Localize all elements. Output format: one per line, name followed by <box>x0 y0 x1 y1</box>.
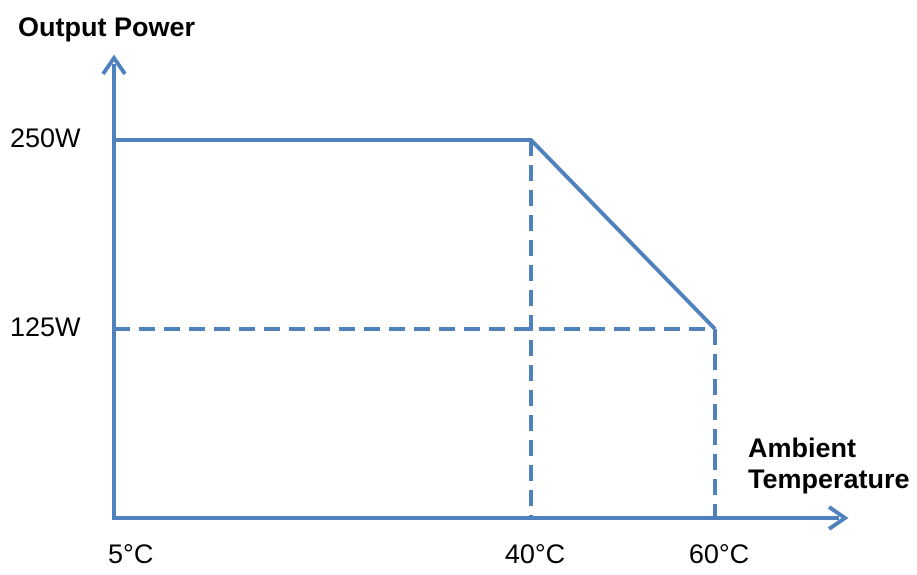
x-tick-label: 5°C <box>108 539 154 569</box>
y-tick-label: 125W <box>10 311 81 342</box>
x-axis-title: Ambient Temperature <box>748 433 910 495</box>
y-tick-label: 250W <box>10 122 81 153</box>
x-axis-title-line-2: Temperature <box>748 464 910 495</box>
x-axis-arrow-icon <box>827 505 849 531</box>
y-axis-title: Output Power <box>18 12 195 42</box>
derating-curve-line <box>114 138 717 331</box>
x-tick-label: 40°C <box>504 539 566 569</box>
y-axis-arrow-icon <box>101 54 127 76</box>
x-axis-title-line-1: Ambient <box>748 433 856 463</box>
x-tick-label: 60°C <box>688 539 750 569</box>
